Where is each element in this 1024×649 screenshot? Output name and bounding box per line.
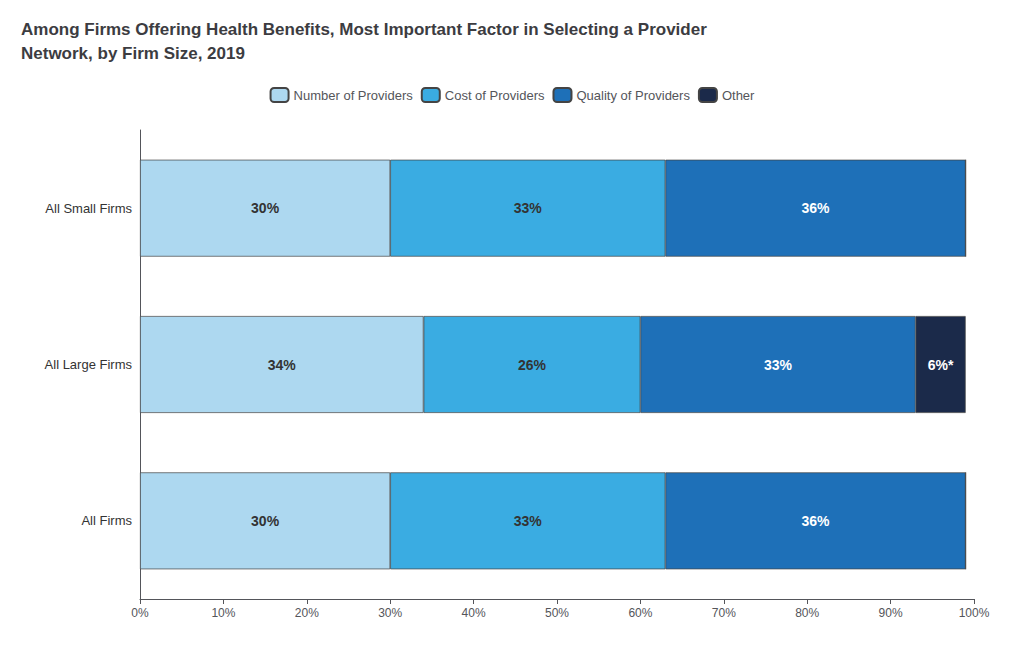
svg-text:36%: 36% [802,200,831,216]
svg-text:20%: 20% [295,606,319,620]
svg-text:10%: 10% [211,606,235,620]
svg-text:Cost of Providers: Cost of Providers [445,88,545,103]
svg-text:All Small Firms: All Small Firms [45,201,132,216]
svg-text:33%: 33% [514,200,543,216]
svg-text:Other: Other [722,88,755,103]
svg-text:34%: 34% [268,357,297,373]
svg-text:All Firms: All Firms [81,513,132,528]
svg-text:33%: 33% [514,513,543,529]
svg-text:33%: 33% [764,357,793,373]
svg-text:Number of Providers: Number of Providers [294,88,414,103]
svg-text:26%: 26% [518,357,547,373]
svg-text:Among Firms Offering Health Be: Among Firms Offering Health Benefits, Mo… [21,20,707,39]
svg-text:All Large Firms: All Large Firms [45,357,133,372]
svg-text:100%: 100% [959,606,990,620]
svg-text:Network, by Firm Size, 2019: Network, by Firm Size, 2019 [21,44,245,63]
svg-text:70%: 70% [712,606,736,620]
svg-text:90%: 90% [879,606,903,620]
svg-text:80%: 80% [795,606,819,620]
svg-text:0%: 0% [131,606,149,620]
svg-text:40%: 40% [462,606,486,620]
svg-text:36%: 36% [802,513,831,529]
svg-text:30%: 30% [378,606,402,620]
svg-text:6%*: 6%* [928,357,954,373]
svg-text:50%: 50% [545,606,569,620]
svg-text:30%: 30% [251,513,280,529]
svg-text:Quality of Providers: Quality of Providers [576,88,690,103]
svg-text:30%: 30% [251,200,280,216]
svg-text:60%: 60% [628,606,652,620]
